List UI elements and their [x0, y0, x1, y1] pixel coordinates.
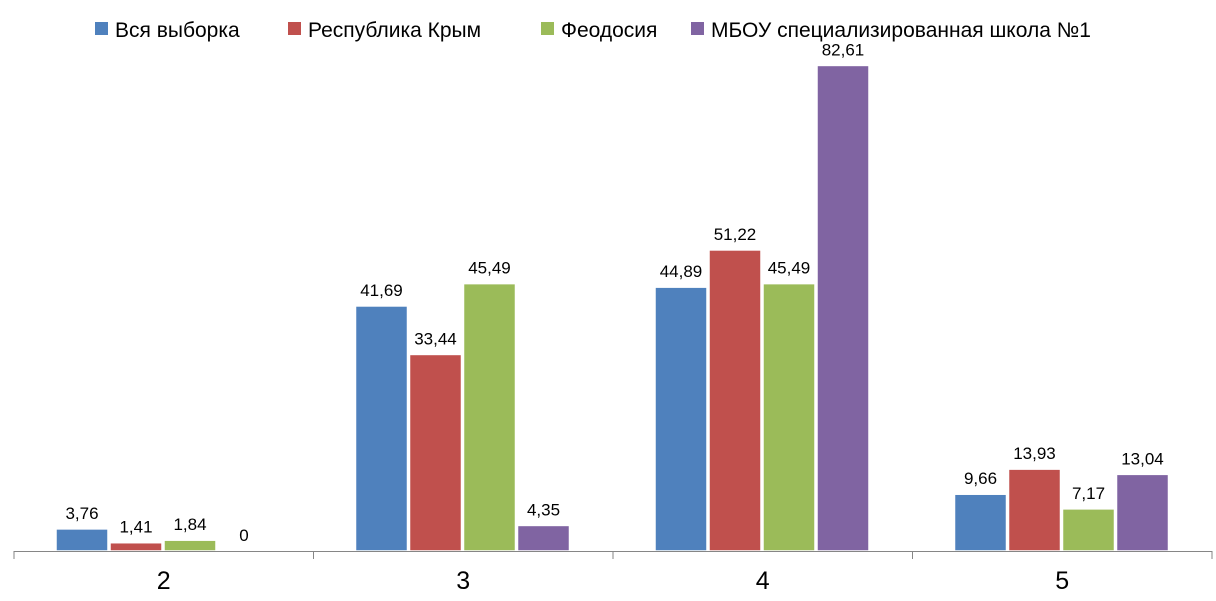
data-label: 13,04 — [1121, 449, 1164, 468]
x-axis: 2 3 4 5 — [13, 551, 1213, 595]
bar — [1061, 508, 1116, 552]
bar — [1115, 473, 1170, 552]
data-label: 41,69 — [360, 281, 403, 300]
data-label: 45,49 — [768, 259, 811, 278]
legend-item: Феодосия — [541, 19, 657, 42]
legend-swatch — [288, 22, 301, 35]
bar — [354, 305, 409, 552]
bar — [408, 353, 463, 552]
legend-swatch — [691, 22, 704, 35]
legend-item: Республика Крым — [288, 19, 481, 42]
bar — [816, 64, 870, 552]
data-label: 13,93 — [1013, 444, 1056, 463]
legend-swatch — [541, 22, 554, 35]
data-label: 82,61 — [822, 40, 865, 59]
data-label: 3,76 — [65, 504, 98, 523]
legend-swatch — [95, 22, 108, 35]
data-label: 0 — [239, 526, 248, 545]
data-label: 1,84 — [173, 515, 206, 534]
data-label: 44,89 — [660, 262, 703, 281]
x-tick-label: 2 — [157, 567, 171, 595]
bar — [708, 249, 762, 552]
bar — [654, 286, 708, 552]
legend-item: Вся выборка — [95, 19, 240, 42]
data-label: 7,17 — [1072, 484, 1105, 503]
legend-label: Феодосия — [561, 19, 657, 42]
bar — [109, 541, 163, 552]
data-label: 45,49 — [468, 259, 511, 278]
bar — [1007, 468, 1062, 552]
bar — [462, 282, 517, 552]
legend-item: МБОУ специализированная школа №1 — [691, 19, 1091, 42]
data-label: 9,66 — [964, 469, 997, 488]
data-label: 33,44 — [414, 329, 457, 348]
bar — [163, 539, 217, 552]
bar — [762, 282, 816, 552]
x-tick-label: 5 — [1055, 567, 1069, 595]
x-tick-label: 3 — [456, 567, 470, 595]
bar — [953, 493, 1008, 552]
chart-data-labels: 3,76 1,41 1,84 0 41,69 33,44 45,49 4,35 44,89 51,… — [65, 40, 1163, 545]
x-tick-label: 4 — [756, 567, 770, 595]
chart-bars — [55, 64, 1170, 552]
legend-label: Республика Крым — [308, 19, 481, 42]
data-label: 4,35 — [527, 500, 560, 519]
legend-label: МБОУ специализированная школа №1 — [711, 19, 1091, 42]
data-label: 51,22 — [714, 225, 757, 244]
data-label: 1,41 — [119, 518, 152, 537]
bar — [55, 528, 109, 552]
bar — [516, 524, 571, 552]
chart-legend: Вся выборка Республика Крым Феодосия МБОУ с… — [95, 19, 1091, 42]
legend-label: Вся выборка — [115, 19, 240, 42]
